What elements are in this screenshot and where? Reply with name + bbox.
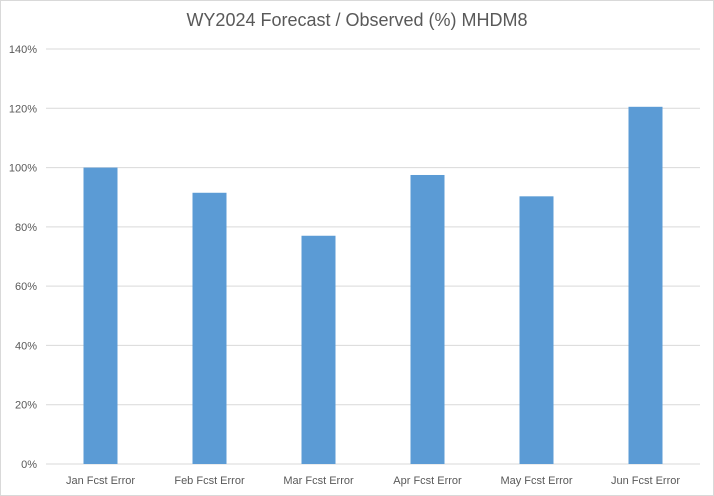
x-tick-label-3: Apr Fcst Error <box>393 475 462 487</box>
bars <box>83 106 663 465</box>
y-tick-label-0: 0% <box>21 459 37 471</box>
chart-title: WY2024 Forecast / Observed (%) MHDM8 <box>186 10 528 30</box>
y-axis-tick-labels: 0% 20% 40% 60% 80% 100% 120% 140% <box>9 44 37 471</box>
gridlines <box>46 48 700 465</box>
bar-apr-fcst-error <box>410 174 445 464</box>
y-tick-label-4: 80% <box>15 222 37 234</box>
y-tick-label-7: 140% <box>9 44 37 56</box>
x-tick-label-4: May Fcst Error <box>500 475 572 487</box>
bar-feb-fcst-error <box>192 192 227 464</box>
bar-mar-fcst-error <box>301 235 336 464</box>
x-tick-label-2: Mar Fcst Error <box>283 475 354 487</box>
x-tick-label-5: Jun Fcst Error <box>611 475 680 487</box>
bar-may-fcst-error <box>519 196 554 464</box>
bar-jan-fcst-error <box>83 167 118 465</box>
y-tick-label-2: 40% <box>15 340 37 352</box>
bar-jun-fcst-error <box>628 106 663 464</box>
y-tick-label-3: 60% <box>15 281 37 293</box>
x-tick-label-0: Jan Fcst Error <box>66 475 135 487</box>
y-tick-label-6: 120% <box>9 103 37 115</box>
x-axis-tick-labels: Jan Fcst Error Feb Fcst Error Mar Fcst Err… <box>66 475 680 487</box>
y-tick-label-1: 20% <box>15 400 37 412</box>
x-tick-label-1: Feb Fcst Error <box>174 475 245 487</box>
y-tick-label-5: 100% <box>9 163 37 175</box>
